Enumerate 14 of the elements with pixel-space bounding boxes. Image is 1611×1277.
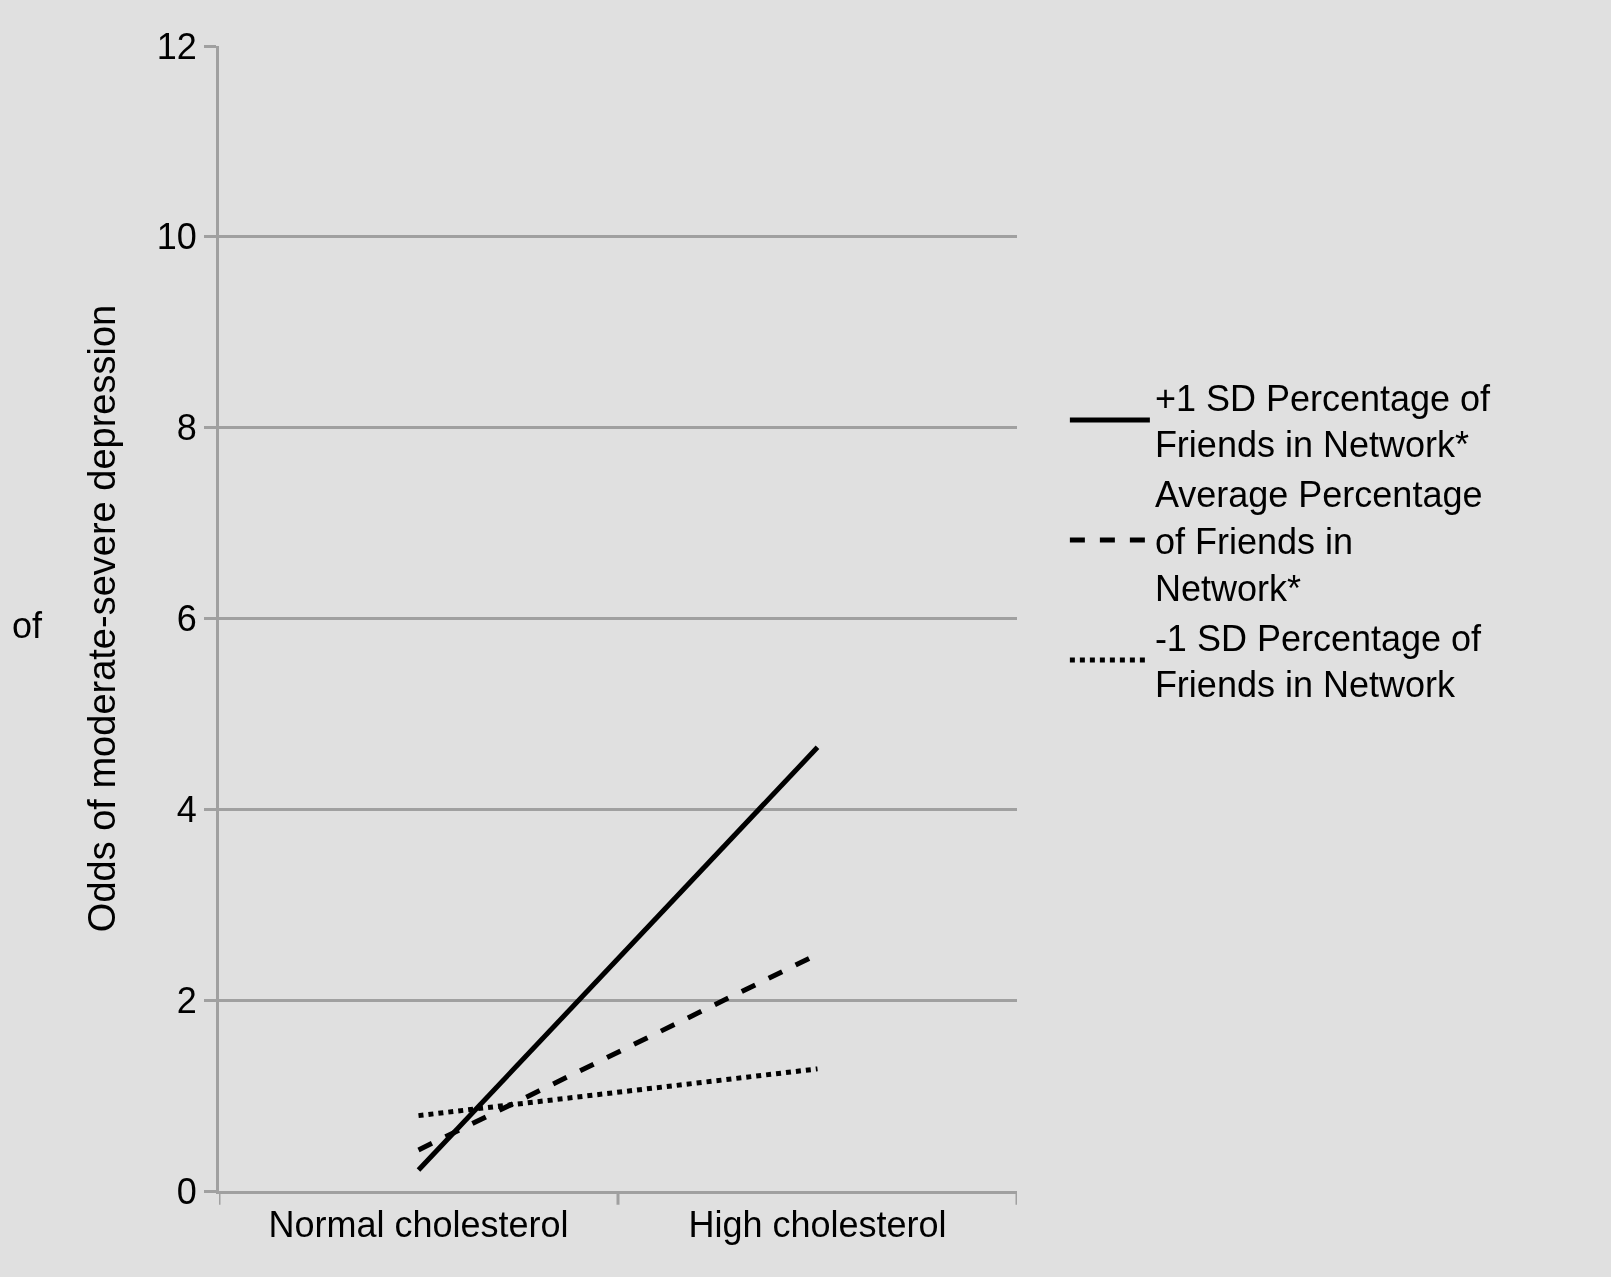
y-tick-label: 10 (156, 216, 197, 258)
text: of (12, 605, 44, 646)
y-tick-label: 4 (176, 788, 197, 830)
y-tick-label: 6 (176, 598, 197, 640)
x-tick-label: High cholesterol (688, 1204, 947, 1246)
y-tick-label: 2 (176, 979, 197, 1021)
legend-label: +1 SD Percentage of Friends in Network* (1154, 377, 1492, 466)
y-tick-label: 12 (156, 25, 197, 67)
y-axis-title: Odds of moderate-severe depression (80, 304, 123, 933)
y-tick-label: 8 (176, 407, 197, 449)
legend-label: -1 SD Percentage of Friends in Network (1154, 617, 1483, 706)
y-tick-label: 0 (176, 1170, 197, 1212)
legend-label: Average Percentage of Friends in Network* (1154, 474, 1483, 609)
x-tick-label: Normal cholesterol (268, 1204, 569, 1246)
